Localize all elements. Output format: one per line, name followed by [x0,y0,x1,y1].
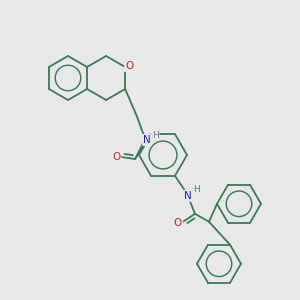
Text: H: H [152,130,158,140]
Text: O: O [174,218,182,228]
Text: O: O [125,61,133,71]
Text: O: O [112,152,120,162]
Text: N: N [143,135,151,145]
Text: N: N [184,191,192,201]
Text: H: H [194,185,200,194]
